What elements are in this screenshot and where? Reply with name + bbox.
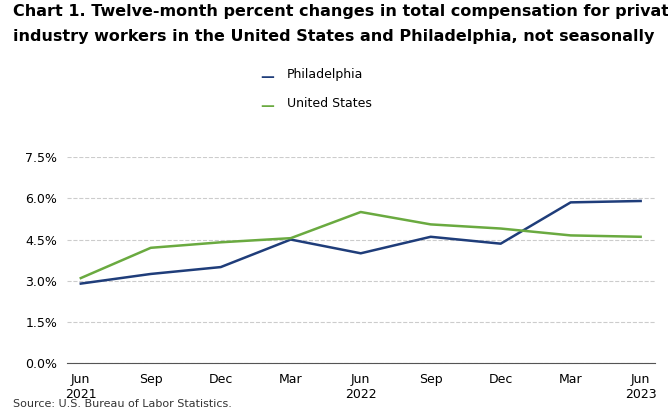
Text: Chart 1. Twelve-month percent changes in total compensation for private: Chart 1. Twelve-month percent changes in… xyxy=(13,4,668,19)
Philadelphia xyxy=(637,199,645,204)
Philadelphia xyxy=(427,234,435,239)
Text: —: — xyxy=(261,99,275,113)
United States xyxy=(147,245,155,250)
United States xyxy=(637,234,645,239)
Philadelphia xyxy=(566,200,574,205)
United States xyxy=(497,226,505,231)
Text: Philadelphia: Philadelphia xyxy=(287,68,363,81)
United States xyxy=(216,240,224,245)
Line: United States: United States xyxy=(81,212,641,278)
Philadelphia xyxy=(497,241,505,246)
Philadelphia xyxy=(216,265,224,270)
Philadelphia xyxy=(357,251,365,256)
Philadelphia xyxy=(147,271,155,276)
Text: United States: United States xyxy=(287,97,372,110)
United States xyxy=(357,209,365,214)
Line: Philadelphia: Philadelphia xyxy=(81,201,641,284)
United States xyxy=(77,275,85,280)
Philadelphia xyxy=(287,237,295,242)
Text: —: — xyxy=(261,70,275,84)
Philadelphia xyxy=(77,281,85,286)
United States xyxy=(566,233,574,238)
Text: industry workers in the United States and Philadelphia, not seasonally: industry workers in the United States an… xyxy=(13,29,655,44)
United States xyxy=(427,222,435,227)
Text: Source: U.S. Bureau of Labor Statistics.: Source: U.S. Bureau of Labor Statistics. xyxy=(13,399,232,409)
United States xyxy=(287,236,295,241)
